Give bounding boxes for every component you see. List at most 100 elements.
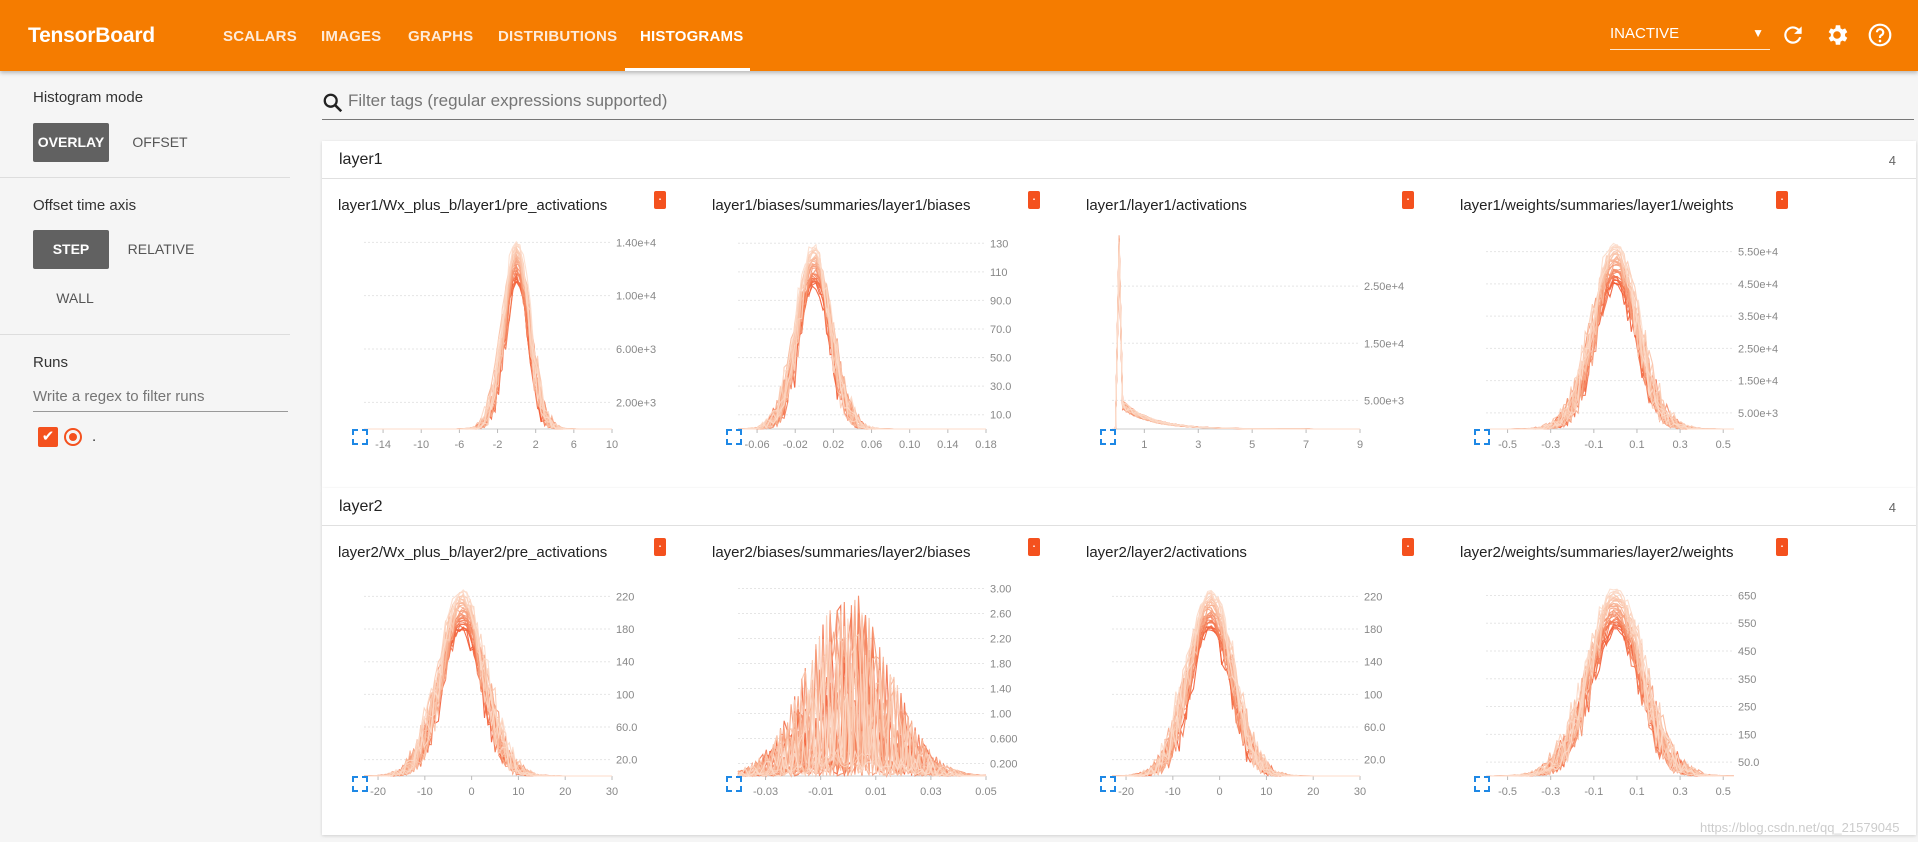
histogram-run-line xyxy=(737,257,986,430)
histogram-run-line xyxy=(738,277,986,430)
expand-fullscreen-icon[interactable] xyxy=(1098,427,1118,447)
histogram-run-line xyxy=(364,243,612,430)
x-tick-label: -0.06 xyxy=(745,439,770,449)
histogram-run-line xyxy=(738,248,986,430)
histogram-run-line xyxy=(738,274,986,430)
histogram-card: layer2/layer2/activations. 220 180 140 100 60… xyxy=(1070,526,1444,826)
y-tick-label: 6.00e+3 xyxy=(616,344,656,356)
tag-group-header[interactable]: layer1 4 xyxy=(322,141,1916,179)
run-status-value: INACTIVE xyxy=(1610,25,1680,42)
expand-fullscreen-icon[interactable] xyxy=(1472,427,1492,447)
histogram-card-title: layer2/weights/summaries/layer2/weights xyxy=(1460,544,1734,561)
histogram-run-line xyxy=(1112,248,1360,430)
histogram-card: layer1/biases/summaries/layer1/biases. 13… xyxy=(696,179,1070,479)
y-tick-label: 180 xyxy=(1364,624,1382,636)
expand-fullscreen-icon[interactable] xyxy=(350,427,370,447)
histogram-chart: 220 180 140 100 60.0 20.0 -20 -10 0 10 20 30 xyxy=(1111,589,1385,796)
wall-button[interactable]: WALL xyxy=(56,290,94,306)
histogram-card-title: layer1/biases/summaries/layer1/biases xyxy=(712,197,971,214)
histogram-card: layer2/Wx_plus_b/layer2/pre_activations.… xyxy=(322,526,696,826)
overlay-button[interactable]: OVERLAY xyxy=(33,123,109,162)
expand-fullscreen-icon[interactable] xyxy=(724,774,744,794)
histogram-run-line xyxy=(1112,248,1360,430)
histogram-run-line xyxy=(1486,616,1734,777)
expand-fullscreen-icon[interactable] xyxy=(1472,774,1492,794)
histogram-run-line xyxy=(1112,251,1360,430)
histogram-run-line xyxy=(738,256,986,430)
step-button[interactable]: STEP xyxy=(33,230,109,269)
histogram-run-line xyxy=(1486,623,1735,777)
y-tick-label: 4.50e+4 xyxy=(1738,279,1778,291)
histogram-run-line xyxy=(738,282,986,430)
histogram-run-line xyxy=(1112,262,1360,430)
y-tick-label: 1.50e+4 xyxy=(1364,338,1404,350)
x-tick-label: 6 xyxy=(571,439,577,449)
histogram-run-line xyxy=(738,265,986,430)
histogram-run-line xyxy=(1486,588,1734,777)
histogram-run-line xyxy=(737,272,986,430)
tag-filter-bar xyxy=(322,84,1914,120)
x-tick-label: 0.01 xyxy=(865,786,886,796)
histogram-card-title: layer1/weights/summaries/layer1/weights xyxy=(1460,197,1734,214)
y-tick-label: 450 xyxy=(1738,646,1756,658)
histogram-run-line xyxy=(1486,618,1735,777)
settings-gear-icon[interactable] xyxy=(1824,22,1850,48)
histogram-run-line xyxy=(738,262,986,430)
tab-graphs[interactable]: GRAPHS xyxy=(408,28,474,45)
histogram-run-line xyxy=(1486,275,1734,430)
tag-filter-input[interactable] xyxy=(348,86,1908,116)
expand-fullscreen-icon[interactable] xyxy=(350,774,370,794)
histogram-run-line xyxy=(1112,604,1360,777)
y-tick-label: 100 xyxy=(616,689,634,701)
x-tick-label: 0.10 xyxy=(899,439,920,449)
histogram-run-line xyxy=(1486,278,1734,430)
y-tick-label: 1.50e+4 xyxy=(1738,376,1778,388)
tag-group-name: layer1 xyxy=(339,151,383,168)
histogram-run-line xyxy=(737,259,986,430)
help-icon[interactable] xyxy=(1867,22,1893,48)
y-tick-label: 180 xyxy=(616,624,634,636)
histogram-card-title: layer1/layer1/activations xyxy=(1086,197,1247,214)
x-tick-label: 0.18 xyxy=(975,439,996,449)
histogram-run-line xyxy=(1486,242,1734,430)
run-checkbox[interactable]: ✔ xyxy=(38,427,58,447)
x-tick-label: -20 xyxy=(370,786,386,796)
x-tick-label: -10 xyxy=(413,439,429,449)
histogram-run-line xyxy=(1486,623,1735,777)
x-tick-label: -10 xyxy=(417,786,433,796)
tab-histograms[interactable]: HISTOGRAMS xyxy=(640,28,744,45)
y-tick-label: 3.50e+4 xyxy=(1738,311,1778,323)
runs-title: Runs xyxy=(33,354,69,371)
expand-fullscreen-icon[interactable] xyxy=(724,427,744,447)
histogram-chart: 130 110 90.0 70.0 50.0 30.0 10.0 -0.06 -0.02 0.02… xyxy=(737,238,1011,449)
tab-scalars[interactable]: SCALARS xyxy=(223,28,297,45)
histogram-run-line xyxy=(737,625,987,777)
y-tick-label: 1.40e+4 xyxy=(616,237,656,249)
run-status-dropdown[interactable]: INACTIVE ▼ xyxy=(1610,22,1770,50)
tag-group-header[interactable]: layer2 4 xyxy=(322,488,1916,526)
expand-fullscreen-icon[interactable] xyxy=(1098,774,1118,794)
runs-filter-input[interactable] xyxy=(33,382,288,412)
histogram-run-line xyxy=(1112,244,1360,430)
tab-images[interactable]: IMAGES xyxy=(321,28,382,45)
histogram-run-line xyxy=(738,250,986,430)
offset-button[interactable]: OFFSET xyxy=(132,134,188,150)
histogram-card: layer1/weights/summaries/layer1/weights.… xyxy=(1444,179,1818,479)
relative-button[interactable]: RELATIVE xyxy=(127,241,195,257)
run-color-badge: . xyxy=(1028,538,1040,556)
refresh-icon[interactable] xyxy=(1780,22,1806,48)
run-radio-button[interactable] xyxy=(64,428,82,446)
histogram-run-line xyxy=(1486,282,1734,430)
histogram-card-title: layer1/Wx_plus_b/layer1/pre_activations xyxy=(338,197,608,214)
divider xyxy=(0,177,290,178)
histogram-run-line xyxy=(1486,274,1734,430)
y-tick-label: 1.00e+4 xyxy=(616,291,656,303)
y-tick-label: 550 xyxy=(1738,618,1756,630)
x-tick-label: 10 xyxy=(512,786,524,796)
histogram-run-line xyxy=(737,267,986,430)
histogram-run-line xyxy=(1486,610,1735,777)
tab-distributions[interactable]: DISTRIBUTIONS xyxy=(498,28,618,45)
offset-time-axis-title: Offset time axis xyxy=(33,197,137,214)
histogram-run-line xyxy=(738,268,986,430)
y-tick-label: 650 xyxy=(1738,590,1756,602)
